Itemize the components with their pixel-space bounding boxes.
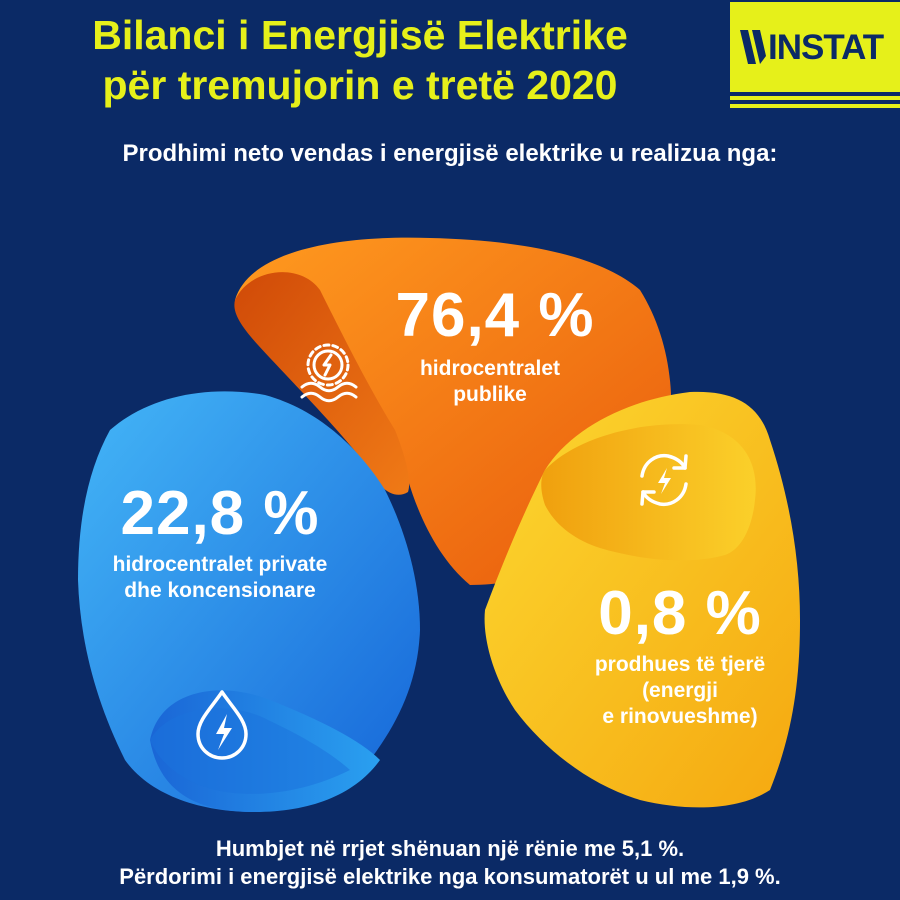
- slice-label-public-hydro: hidrocentralet publike: [390, 356, 590, 408]
- footer-note-losses: Humbjet në rrjet shënuan një rënie me 5,…: [215, 836, 685, 861]
- footer-note-consumption: Përdorimi i energjisë elektrike nga kons…: [119, 864, 781, 889]
- slice-label-private-hydro: hidrocentralet private dhe koncensionare: [75, 552, 365, 604]
- label-line: (energji: [642, 679, 718, 702]
- renewable-cycle-icon: [640, 453, 688, 507]
- label-line: hidrocentralet: [419, 357, 561, 380]
- instat-logo: INSTAT: [730, 2, 900, 110]
- logo-underline-2: [730, 104, 900, 108]
- instat-mark-icon: [740, 30, 766, 64]
- label-line: e rinovueshme): [602, 705, 758, 728]
- label-line: dhe koncensionare: [124, 579, 316, 602]
- infographic-title: Bilanci i Energjisë Elektrike për tremuj…: [0, 10, 720, 110]
- slice-label-renewables: prodhues të tjerë (energji e rinovueshme…: [560, 652, 800, 730]
- chart-subtitle: Prodhimi neto vendas i energjisë elektri…: [122, 140, 778, 167]
- title-line-1: Bilanci i Energjisë Elektrike: [92, 12, 628, 58]
- logo-text: INSTAT: [768, 28, 884, 67]
- slice-value-renewables: 0,8 %: [598, 579, 762, 648]
- hydro-turbine-icon: [300, 343, 358, 403]
- title-line-2: për tremujorin e tretë 2020: [102, 62, 618, 108]
- label-line: prodhues të tjerë: [594, 653, 766, 676]
- label-line: hidrocentralet private: [112, 553, 328, 576]
- slice-value-private-hydro: 22,8 %: [120, 479, 320, 548]
- slice-value-public-hydro: 76,4 %: [395, 281, 595, 350]
- slice-private-hydro: [78, 391, 420, 812]
- label-line: publike: [453, 383, 527, 406]
- water-drop-lightning-icon: [196, 690, 248, 760]
- logo-underline-1: [730, 96, 900, 100]
